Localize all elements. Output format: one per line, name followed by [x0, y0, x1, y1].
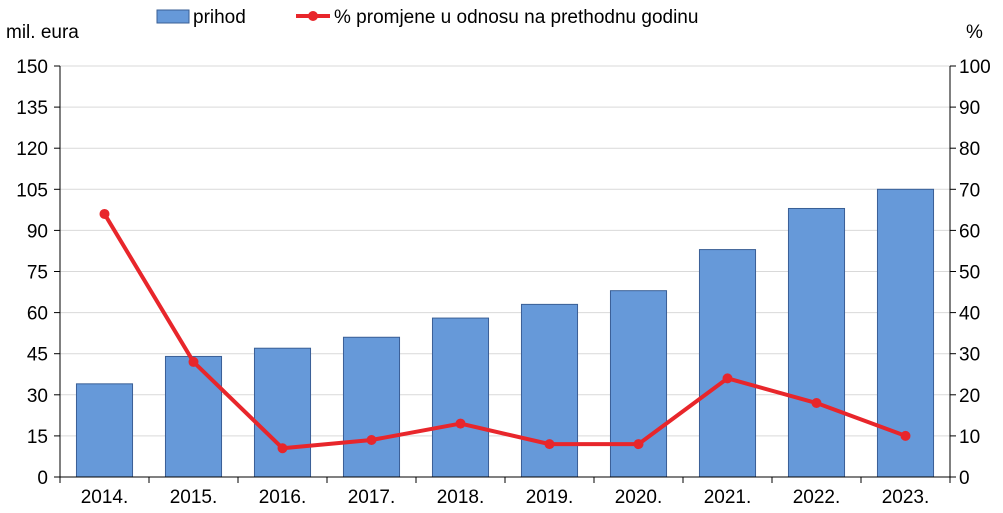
point-percent-change: [277, 443, 288, 454]
y-left-tick-label: 75: [27, 263, 48, 284]
bar-prihod: [520, 303, 579, 478]
x-tick-label: 2017.: [348, 487, 396, 508]
x-tick-label: 2016.: [259, 487, 307, 508]
x-tick-label: 2023.: [882, 487, 930, 508]
point-percent-change: [188, 356, 199, 367]
legend-swatch-prihod: [156, 9, 190, 24]
x-tick-label: 2019.: [526, 487, 574, 508]
y-right-tick-label: 50: [959, 263, 980, 284]
y-left-tick-label: 150: [16, 57, 48, 78]
y-right-tick-label: 60: [959, 221, 980, 242]
y-right-tick-label: 40: [959, 304, 980, 325]
y-left-tick-label: 120: [16, 139, 48, 160]
bar-prihod: [164, 355, 223, 478]
y-left-tick-label: 0: [37, 468, 48, 489]
y-right-tick-label: 20: [959, 386, 980, 407]
y-right-tick-label: 10: [959, 427, 980, 448]
y-left-tick-label: 105: [16, 180, 48, 201]
y-right-tick-label: 100: [959, 57, 991, 78]
point-percent-change: [99, 208, 110, 219]
x-tick-label: 2014.: [81, 487, 129, 508]
series-line-percent-change: [102, 212, 907, 451]
y-right-tick-label: 0: [959, 468, 970, 489]
x-tick-label: 2015.: [170, 487, 218, 508]
y-right-tick-label: 30: [959, 345, 980, 366]
bar-prihod: [787, 207, 846, 478]
x-tick-label: 2021.: [704, 487, 752, 508]
y-left-tick-label: 15: [27, 427, 48, 448]
y-axis-left-title: mil. eura: [6, 22, 79, 43]
bar-prihod: [75, 383, 134, 478]
point-percent-change: [633, 439, 644, 450]
legend: prihod % promjene u odnosu na prethodnu …: [156, 7, 698, 28]
x-tick-label: 2018.: [437, 487, 485, 508]
point-percent-change: [544, 439, 555, 450]
bar-prihod: [253, 347, 312, 478]
bar-prihod: [342, 336, 401, 478]
y-left-tick-label: 135: [16, 98, 48, 119]
y-axis-left-ticks: 0 15 30 45 60 75 90 105 120 135 150: [16, 57, 60, 489]
y-axis-right-ticks: 0 10 20 30 40 50 60 70 80 90 100: [950, 57, 991, 489]
y-left-tick-label: 30: [27, 386, 48, 407]
bar-prihod: [698, 249, 757, 478]
y-left-tick-label: 60: [27, 304, 48, 325]
y-left-tick-label: 45: [27, 345, 48, 366]
line-percent-change: [99, 208, 911, 454]
y-right-tick-label: 70: [959, 180, 980, 201]
point-percent-change: [900, 430, 911, 441]
x-tick-label: 2020.: [615, 487, 663, 508]
legend-label-prihod: prihod: [193, 7, 246, 28]
point-percent-change: [455, 418, 466, 429]
y-axis-right-title: %: [966, 22, 983, 43]
x-axis-ticks: 2014. 2015. 2016. 2017. 2018. 2019. 2020. 2021.…: [59, 477, 951, 508]
point-percent-change: [811, 398, 822, 409]
y-right-tick-label: 90: [959, 98, 980, 119]
legend-marker-percent-change: [308, 11, 318, 21]
point-percent-change: [722, 373, 733, 384]
point-percent-change: [366, 435, 377, 446]
x-tick-label: 2022.: [793, 487, 841, 508]
y-right-tick-label: 80: [959, 139, 980, 160]
legend-label-percent-change: % promjene u odnosu na prethodnu godinu: [334, 7, 698, 28]
y-left-tick-label: 90: [27, 221, 48, 242]
bar-prihod: [431, 317, 490, 478]
